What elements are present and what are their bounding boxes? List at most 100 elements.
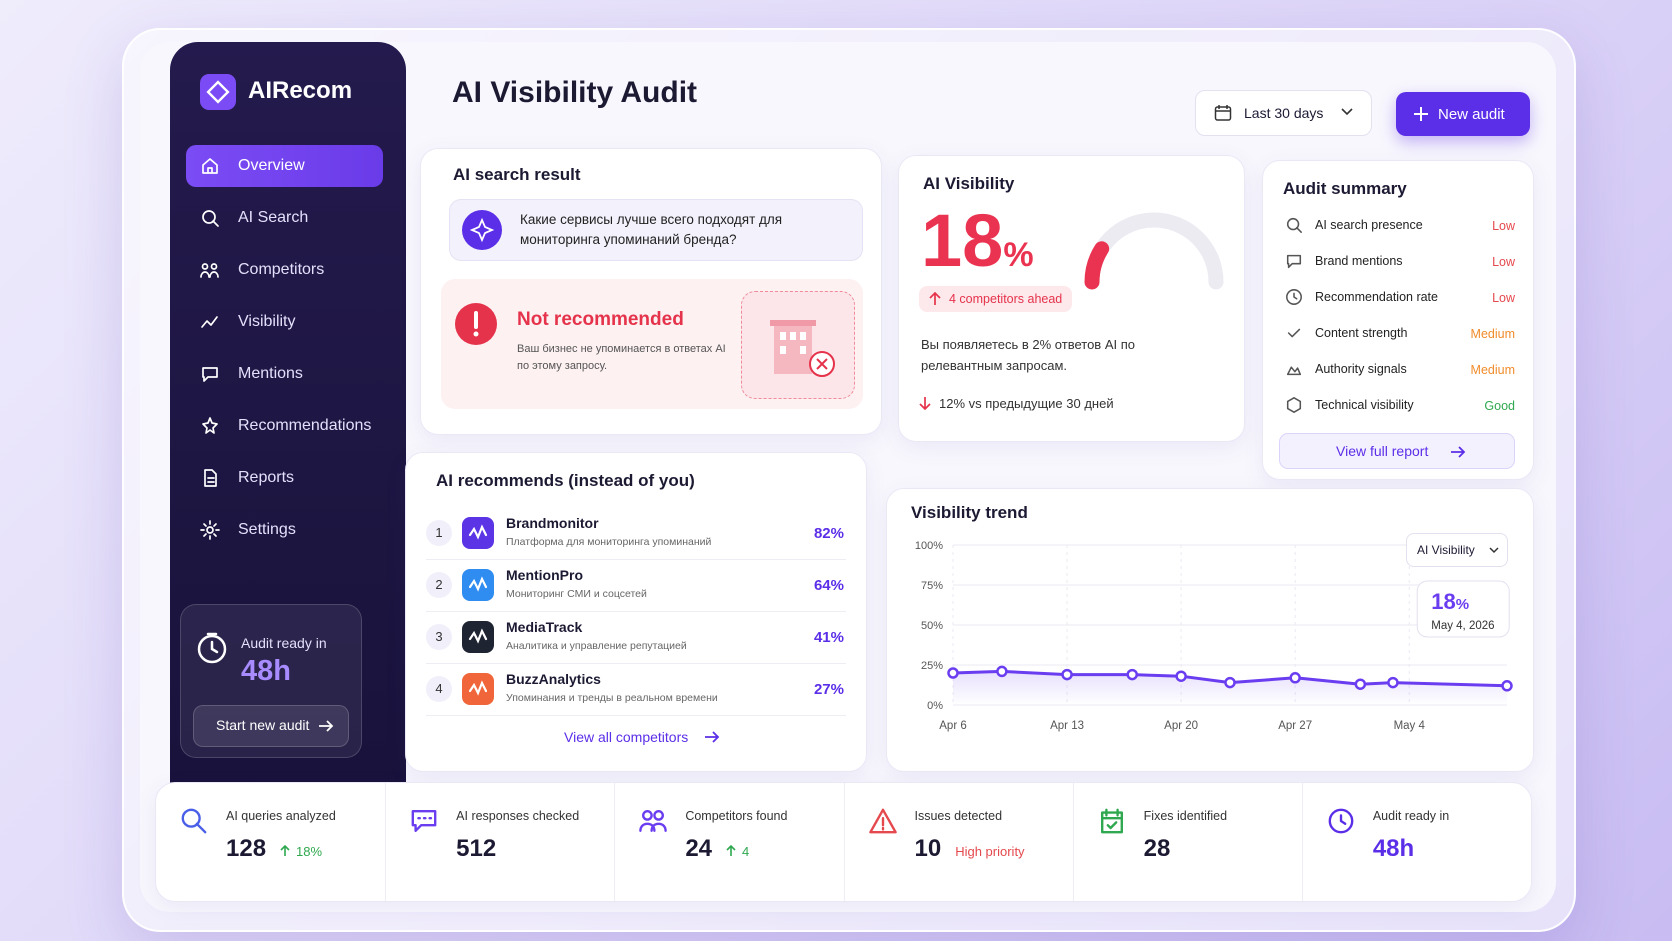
- summary-label: Recommendation rate: [1315, 290, 1438, 304]
- chart: 0% 25% 50% 75% 100% Apr 6 Apr 13 Apr 20 Apr 27 Ma…: [915, 540, 1513, 732]
- stat-value: 24: [685, 835, 713, 862]
- summary-status: Medium: [1470, 363, 1515, 377]
- rank: 2: [435, 577, 443, 592]
- stat-label: Competitors found: [685, 809, 788, 823]
- date-range-dropdown[interactable]: Last 30 days: [1195, 90, 1372, 136]
- button-label: Start new audit: [216, 717, 310, 733]
- view-competitors-link[interactable]: View all competitors: [564, 729, 720, 745]
- competitor-row: 1 Brandmonitor Платформа для мониторинга у…: [426, 507, 846, 560]
- page-title: AI Visibility Audit: [452, 76, 698, 109]
- competitor-desc: Платформа для мониторинга упоминаний: [506, 536, 712, 548]
- icon: [200, 263, 219, 278]
- icon-path: [202, 417, 218, 434]
- icon: [202, 417, 218, 434]
- competitor-share: 82%: [813, 525, 844, 542]
- stat-label: Issues detected: [914, 809, 1003, 823]
- sidebar: AIRecom Overview AI Search Competitors Visi…: [170, 42, 406, 892]
- nav-item[interactable]: Settings: [186, 509, 383, 551]
- icon-path: [200, 520, 220, 540]
- x-tick-label: Apr 20: [1164, 720, 1198, 732]
- icon: [1286, 366, 1302, 376]
- recommends-card: AI recommends (instead of you) View all …: [405, 452, 867, 772]
- series-dropdown[interactable]: AI Visibility: [1406, 533, 1508, 567]
- nav-item[interactable]: Reports: [186, 457, 383, 499]
- icon-path: [1286, 366, 1302, 376]
- note-text: 4: [742, 844, 750, 859]
- summary-label: AI search presence: [1315, 218, 1423, 232]
- arrow-icon: [319, 720, 334, 732]
- nav-item[interactable]: AI Search: [186, 197, 383, 239]
- icon: [204, 469, 217, 487]
- icon-path: [1286, 397, 1302, 413]
- competitors-badge: 4 competitors ahead: [919, 286, 1073, 312]
- alert-icon: [455, 303, 497, 345]
- icon-path: [1100, 808, 1123, 834]
- icon-path: [1287, 217, 1302, 233]
- ai-icon: [462, 210, 502, 250]
- stat-note: 18%: [280, 844, 322, 859]
- nav-item[interactable]: Visibility: [186, 301, 383, 343]
- nav-item[interactable]: Recommendations: [186, 405, 383, 447]
- logo-glyph: [468, 680, 488, 696]
- stat-label: AI queries analyzed: [226, 809, 336, 823]
- icon-path: [202, 210, 219, 227]
- nav-item[interactable]: Overview: [186, 145, 383, 187]
- x-tick-label: Apr 6: [939, 720, 967, 732]
- point: [996, 665, 1008, 678]
- icon: [200, 520, 220, 540]
- nav-item[interactable]: Competitors: [186, 249, 383, 291]
- icon-path: [1328, 808, 1354, 834]
- arrow: [726, 844, 736, 856]
- logo-glyph: [468, 576, 488, 592]
- stat-value-row: 48h: [1373, 835, 1414, 863]
- arrow: [280, 844, 290, 856]
- competitor-row: 2 MentionPro Мониторинг СМИ и соцсетей 64%: [426, 559, 846, 612]
- summary-label: Authority signals: [1315, 362, 1407, 376]
- clock-icon: [197, 632, 227, 664]
- competitor-row: 4 BuzzAnalytics Упоминания и тренды в реал…: [426, 663, 846, 716]
- icon: [1100, 808, 1123, 834]
- visibility-change: 12% vs предыдущие 30 дней: [939, 396, 1114, 411]
- point: [1354, 678, 1367, 690]
- up-arrow: [929, 292, 941, 305]
- up-arrow: [726, 844, 736, 856]
- start-audit-button[interactable]: Start new audit: [193, 705, 349, 747]
- nav-item[interactable]: Mentions: [186, 353, 383, 395]
- stat-value-row: 128 18%: [226, 835, 322, 863]
- nav-label: Competitors: [238, 261, 325, 278]
- brand-logo: [200, 74, 236, 110]
- audit-value: 48h: [241, 655, 291, 687]
- icon: [202, 158, 218, 174]
- plus-icon: [1414, 107, 1428, 121]
- summary-row: Recommendation rate Low: [1263, 279, 1533, 315]
- logo-bg: [462, 621, 494, 653]
- summary-row: Authority signals Medium: [1263, 351, 1533, 387]
- competitor-logo: [462, 673, 494, 705]
- chart-title: Visibility trend: [911, 503, 1028, 522]
- icon-path: [1286, 254, 1302, 269]
- new-audit-button[interactable]: New audit: [1396, 92, 1530, 136]
- icon: [181, 808, 207, 834]
- point: [1061, 668, 1073, 681]
- stat-value: 128: [226, 835, 267, 862]
- icon: [411, 810, 437, 832]
- up-arrow: [280, 844, 290, 856]
- audit-summary-card: Audit summary View full report AI search…: [1262, 160, 1534, 480]
- competitor-share: 41%: [813, 629, 844, 646]
- y-tick-label: 50%: [921, 620, 943, 632]
- rank: 4: [435, 681, 443, 696]
- stat: Competitors found 24 4: [614, 783, 844, 901]
- competitor-share: 64%: [813, 577, 844, 594]
- view-report-link[interactable]: View full report: [1279, 433, 1515, 469]
- note-text: High priority: [955, 844, 1025, 859]
- competitor-desc: Аналитика и управление репутацией: [506, 640, 687, 652]
- point: [1289, 672, 1301, 684]
- building-illustration: [741, 291, 855, 399]
- chevron-icon: [1341, 108, 1353, 116]
- card-title: AI search result: [453, 165, 581, 184]
- brand-name: AIRecom: [248, 77, 353, 104]
- icon: [868, 808, 897, 834]
- link-label: View all competitors: [564, 729, 689, 745]
- status-title: Not recommended: [517, 309, 684, 330]
